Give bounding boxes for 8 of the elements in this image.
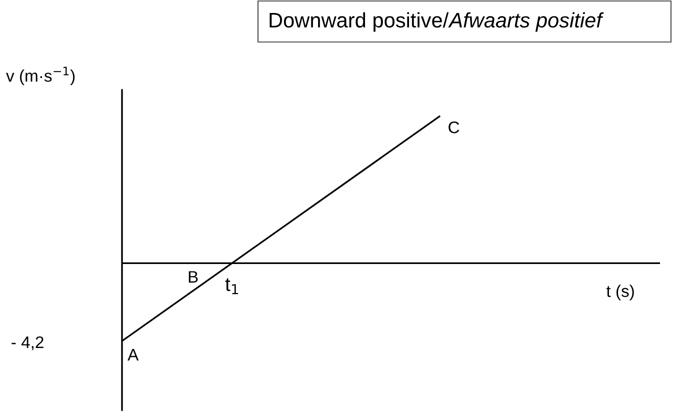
x-axis-title: t (s) xyxy=(606,284,634,300)
annotation: B xyxy=(188,271,198,283)
text: - 4,2 xyxy=(12,336,44,350)
chart-title: Downward positive/Afwaarts positief xyxy=(270,12,604,32)
y-axis-title: v (m·s$^{−1}$) xyxy=(6,66,75,86)
text: A xyxy=(128,348,139,360)
annotation: t$_{1}$ xyxy=(225,278,238,294)
annotation: C xyxy=(448,121,460,134)
